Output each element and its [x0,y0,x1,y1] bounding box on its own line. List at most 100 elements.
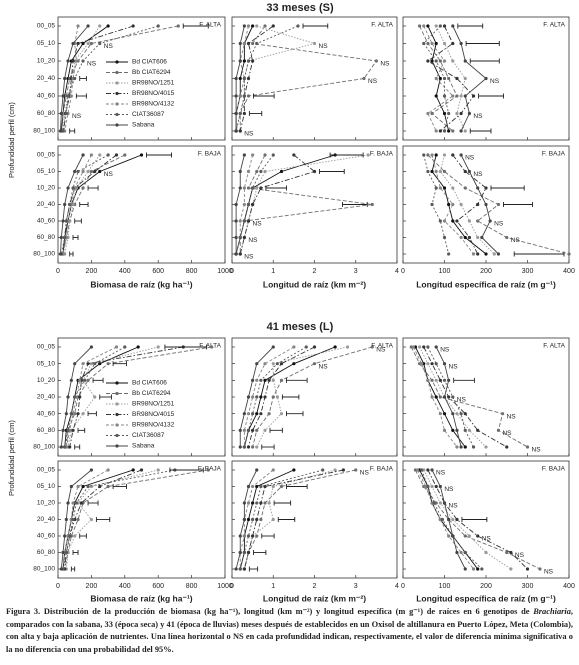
data-point [139,153,144,157]
data-point [71,428,75,432]
data-point [484,252,488,256]
data-point [447,111,451,116]
data-point [73,76,77,81]
data-point [467,111,471,116]
x-tick-label: 800 [186,268,198,275]
data-point [476,252,480,256]
data-point [242,41,246,46]
data-point [267,378,271,382]
y-tick-label: 20_40 [37,75,55,82]
data-point [255,378,259,382]
data-point [238,534,242,538]
y-tick-label: 80_100 [33,251,55,258]
data-point [98,24,102,28]
x-tick-label: 0 [56,268,60,275]
ns-label: NS [376,347,386,354]
ns-label: NS [104,171,114,178]
ns-label: NS [473,171,483,178]
data-point [263,378,267,382]
data-point [206,468,210,472]
legend-label: Bd CIAT606 [132,59,167,66]
y-tick-label: 05_10 [37,360,55,367]
x-tick-label: 0 [230,268,234,275]
x-tick-label: 300 [522,583,534,590]
y-tick-label: 80_100 [33,128,55,135]
panel-title: F. ALTA [543,22,565,29]
data-point [123,153,127,157]
data-point [312,169,317,174]
data-point [463,428,467,432]
y-tick-label: 60_80 [37,110,55,117]
data-point [459,445,463,449]
data-point [98,169,102,174]
data-point [73,362,77,366]
section-title: 33 meses (S) [266,2,334,14]
data-point [467,169,471,174]
data-point [434,153,438,157]
data-point [484,202,488,207]
data-point [255,445,259,449]
x-tick-label: 0 [401,583,405,590]
data-point [73,395,77,399]
data-point [271,517,275,522]
data-point [263,153,267,157]
data-point [418,24,422,28]
ns-label: NS [368,78,378,85]
data-point [86,362,90,366]
data-point [321,468,325,472]
data-point [79,501,83,505]
x-axis-label: Biomasa de raíz (kg ha⁻¹) [90,279,192,289]
x-tick-label: 600 [152,268,164,275]
data-point [69,484,73,489]
data-point [76,41,80,46]
data-point [251,445,255,449]
caption-label: Figura 3. [6,607,41,616]
data-point [74,501,78,505]
x-tick-label: 1 [271,583,275,590]
data-point [83,378,87,382]
data-point [76,517,80,522]
data-point [292,362,296,366]
data-point [463,186,467,190]
data-point [438,169,442,174]
data-point [63,445,67,449]
data-point [279,169,284,174]
data-point [438,219,442,223]
data-point [242,186,246,190]
data-point [455,94,459,98]
data-point [411,345,415,349]
data-point [61,94,65,98]
data-point [86,378,90,382]
data-point [438,378,442,382]
data-point [242,202,246,207]
data-point [476,428,480,432]
y-tick-label: 00_05 [37,467,55,474]
data-point [263,428,267,432]
data-point [114,345,119,349]
x-tick-label: 800 [186,583,198,590]
data-point [451,202,455,207]
data-point [442,153,447,157]
data-point [455,219,459,223]
data-point [238,186,242,190]
data-point [89,169,93,174]
data-point [251,501,255,505]
data-point [451,219,455,223]
data-point [341,468,345,472]
data-point [89,153,93,157]
ns-label: NS [244,131,254,138]
data-point [246,484,251,489]
data-point [271,153,275,157]
data-point [438,129,442,133]
caption-text: , comparados con la sabana, 33 (época se… [6,607,573,654]
x-tick-label: 2 [313,268,317,275]
legend-label: BR98NO/4015 [132,90,175,97]
data-point [114,153,119,157]
ns-label: NS [319,363,329,370]
caption-italic: Brachiaria [533,607,571,616]
data-point [438,484,442,489]
data-point [58,252,63,256]
data-point [63,534,67,538]
data-point [64,517,68,522]
data-point [447,534,451,538]
